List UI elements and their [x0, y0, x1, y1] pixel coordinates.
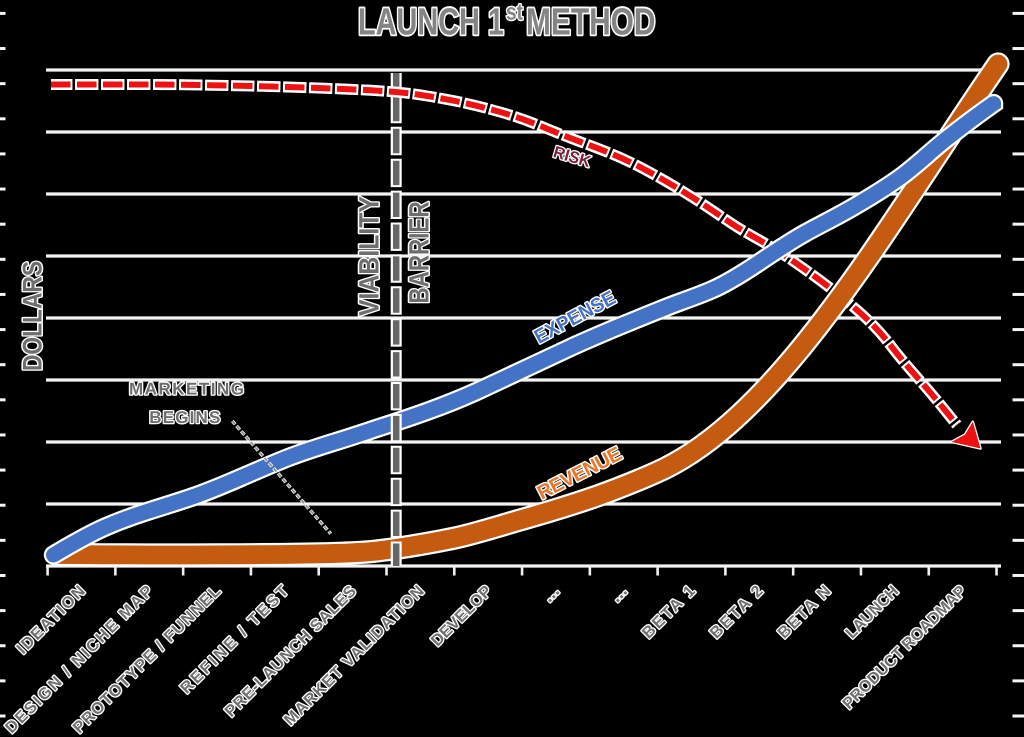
svg-text:BARRIER: BARRIER	[404, 202, 435, 304]
svg-text:...: ...	[606, 581, 632, 607]
svg-text:DOLLARS: DOLLARS	[18, 261, 48, 371]
svg-text:VIABILITY: VIABILITY	[354, 196, 385, 316]
svg-text:BETA 1: BETA 1	[639, 582, 699, 642]
svg-text:DEVELOP: DEVELOP	[428, 582, 496, 650]
svg-text:LAUNCH: LAUNCH	[842, 582, 902, 642]
svg-text:MARKETING: MARKETING	[129, 380, 244, 399]
svg-text:BETA N: BETA N	[774, 582, 834, 642]
svg-text:st: st	[506, 0, 523, 25]
svg-text:PRE-LAUNCH SALES: PRE-LAUNCH SALES	[221, 582, 360, 721]
svg-text:BEGINS: BEGINS	[149, 408, 220, 427]
svg-text:...: ...	[538, 581, 564, 607]
svg-text:MARKET VALIDATION: MARKET VALIDATION	[281, 582, 428, 729]
svg-text:IDEATION: IDEATION	[13, 582, 89, 658]
svg-text:METHOD: METHOD	[526, 2, 656, 44]
svg-text:LAUNCH 1: LAUNCH 1	[358, 2, 504, 44]
svg-text:PRODUCT ROADMAP: PRODUCT ROADMAP	[839, 582, 970, 713]
svg-text:BETA 2: BETA 2	[707, 582, 767, 642]
